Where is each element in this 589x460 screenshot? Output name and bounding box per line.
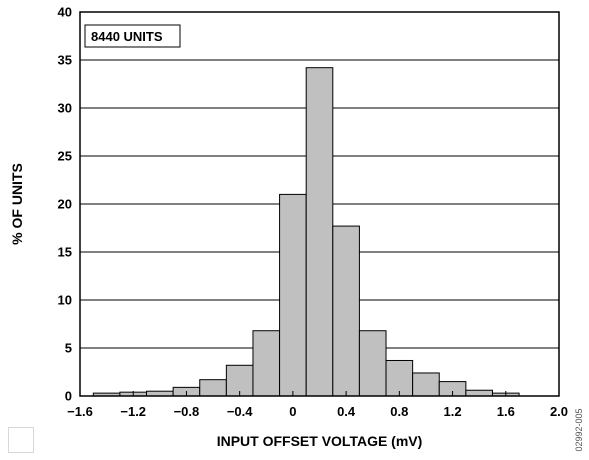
x-tick-label: 0.8 — [390, 404, 408, 419]
x-axis-title: INPUT OFFSET VOLTAGE (mV) — [217, 433, 423, 449]
y-tick-label: 15 — [58, 245, 72, 260]
x-tick-label: −0.8 — [174, 404, 200, 419]
histogram-bar — [279, 193, 307, 397]
histogram-bar — [199, 379, 227, 397]
annotation-text: 8440 UNITS — [91, 29, 163, 44]
x-tick-label: 1.2 — [444, 404, 462, 419]
plot-frame — [79, 11, 560, 397]
axis-ticks — [79, 391, 560, 396]
x-tick-label: −1.6 — [67, 404, 93, 419]
y-tick-label: 10 — [58, 293, 72, 308]
histogram-bar — [252, 330, 281, 397]
histogram-bar — [385, 359, 414, 397]
figure-id: 02992-005 — [574, 408, 584, 451]
y-tick-label: 20 — [58, 197, 72, 212]
x-tick-label: 1.6 — [497, 404, 515, 419]
x-tick-label: 2.0 — [550, 404, 568, 419]
histogram-bar — [358, 330, 387, 397]
annotation-box: 8440 UNITS — [84, 24, 181, 48]
y-tick-label: 30 — [58, 101, 72, 116]
x-tick-label: 0 — [289, 404, 296, 419]
y-axis-title: % OF UNITS — [9, 163, 25, 245]
y-tick-label: 25 — [58, 149, 72, 164]
histogram-bar — [465, 389, 493, 397]
histogram-bar — [412, 372, 440, 397]
x-tick-label: 0.4 — [337, 404, 356, 419]
y-tick-label: 0 — [65, 389, 72, 404]
x-tick-label: −0.4 — [227, 404, 253, 419]
y-tick-label: 40 — [58, 5, 72, 20]
x-tick-labels: −1.6 −1.2 −0.8 −0.4 0 0.4 0.8 1.2 1.6 2.0 — [67, 404, 568, 419]
x-tick-label: −1.2 — [120, 404, 146, 419]
y-tick-label: 35 — [58, 53, 72, 68]
y-tick-labels: 0 5 10 15 20 25 30 35 40 — [58, 5, 72, 404]
histogram-bar — [305, 67, 334, 397]
histogram-bar — [225, 364, 254, 397]
corner-placeholder-box — [8, 427, 34, 453]
y-tick-label: 5 — [65, 341, 72, 356]
histogram-bar — [332, 225, 360, 397]
histogram-bars — [92, 67, 520, 397]
annotation-frame — [84, 24, 181, 48]
